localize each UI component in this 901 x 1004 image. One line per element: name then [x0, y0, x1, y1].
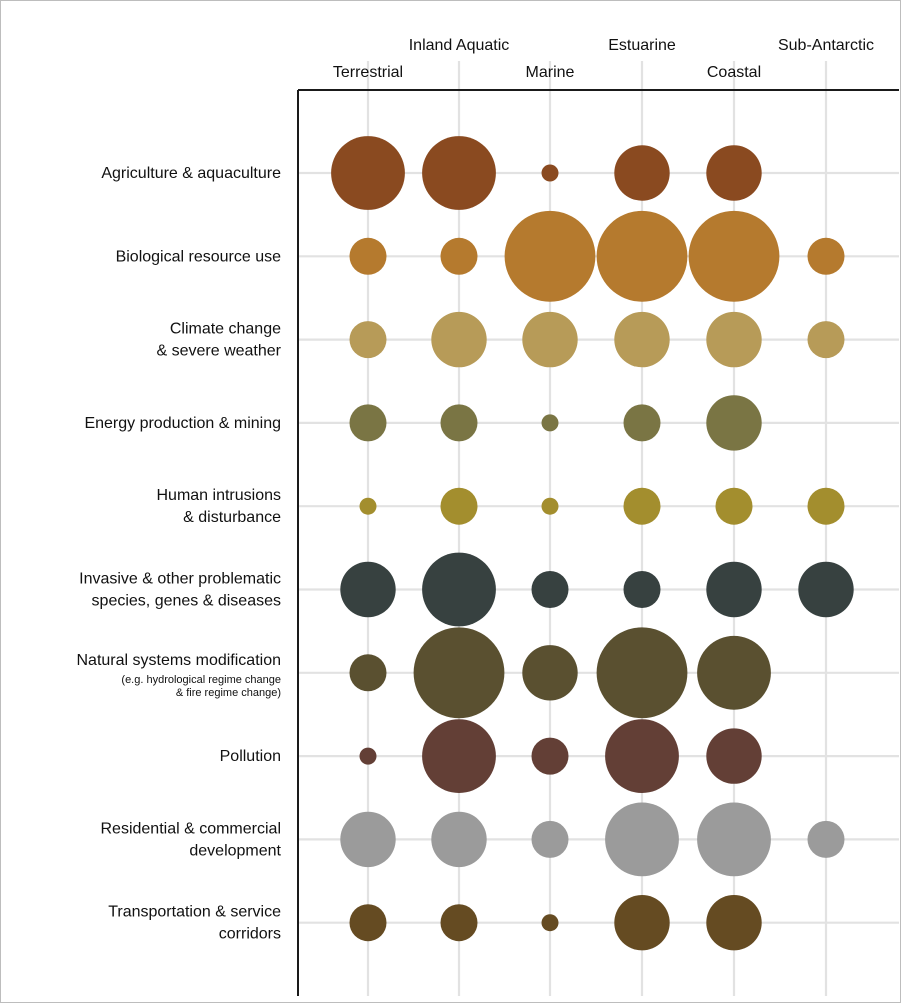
bubble [807, 487, 845, 525]
bubble [605, 719, 679, 793]
bubble [541, 497, 559, 515]
column-label: Marine [526, 64, 575, 81]
bubble [697, 635, 771, 710]
row-label: & disturbance [183, 509, 281, 526]
bubble [531, 820, 569, 858]
bubble [807, 321, 845, 359]
row-label: Residential & commercial [100, 820, 281, 837]
bubble [331, 136, 405, 210]
row-label: species, genes & diseases [92, 593, 281, 610]
row-label: Biological resource use [116, 248, 282, 265]
bubble [798, 561, 854, 618]
row-label: Human intrusions [157, 487, 282, 504]
bubble [359, 497, 377, 515]
bubble [605, 802, 679, 877]
bubble [531, 571, 569, 608]
bubble [440, 487, 478, 525]
row-label: Agriculture & aquaculture [101, 165, 281, 182]
row-label: development [189, 842, 281, 859]
bubble [623, 571, 661, 608]
bubble [596, 210, 688, 302]
bubble [422, 552, 496, 627]
row-label: Pollution [220, 748, 281, 765]
bubble [349, 654, 387, 692]
bubble [614, 145, 670, 201]
bubble [706, 895, 762, 951]
bubble [807, 237, 845, 275]
bubble [531, 737, 569, 775]
bubble [440, 904, 478, 942]
bubble [422, 136, 496, 210]
bubble [614, 311, 670, 368]
bubble [349, 237, 387, 275]
row-label: corridors [219, 926, 281, 943]
column-label: Sub-Antarctic [778, 37, 874, 54]
bubble [541, 914, 559, 932]
bubble [688, 210, 780, 302]
bubble [340, 561, 396, 618]
bubble [440, 404, 478, 442]
bubble [349, 904, 387, 942]
bubble [697, 802, 771, 877]
row-label: Invasive & other problematic [79, 571, 281, 588]
bubble [349, 321, 387, 359]
bubble [340, 811, 396, 868]
bubble [807, 820, 845, 858]
bubble [504, 210, 596, 302]
column-label: Terrestrial [333, 64, 403, 81]
bubble [522, 645, 578, 701]
bubble [715, 487, 753, 525]
bubble [541, 414, 559, 432]
row-label: Energy production & mining [84, 415, 281, 432]
bubble [541, 164, 559, 182]
row-sublabel: (e.g. hydrological regime change [121, 674, 281, 686]
row-sublabel: & fire regime change) [176, 687, 281, 699]
bubble [349, 404, 387, 442]
bubble [706, 311, 762, 368]
column-label: Estuarine [608, 37, 676, 54]
bubble [614, 895, 670, 951]
bubble [596, 627, 688, 719]
bubble [359, 747, 377, 765]
row-label: Transportation & service [108, 904, 281, 921]
bubble [623, 404, 661, 442]
row-label: Climate change [170, 321, 281, 338]
bubble [413, 627, 505, 719]
bubble [431, 811, 487, 868]
bubble [706, 728, 762, 784]
row-label: Natural systems modification [76, 652, 281, 669]
column-label: Coastal [707, 64, 761, 81]
bubble [706, 145, 762, 201]
bubble [623, 487, 661, 525]
bubble [522, 311, 578, 368]
bubble [706, 561, 762, 618]
bubble [440, 237, 478, 275]
bubble [431, 311, 487, 368]
column-label: Inland Aquatic [409, 37, 510, 54]
bubble [422, 719, 496, 793]
row-label: & severe weather [156, 343, 281, 360]
bubble [706, 395, 762, 451]
